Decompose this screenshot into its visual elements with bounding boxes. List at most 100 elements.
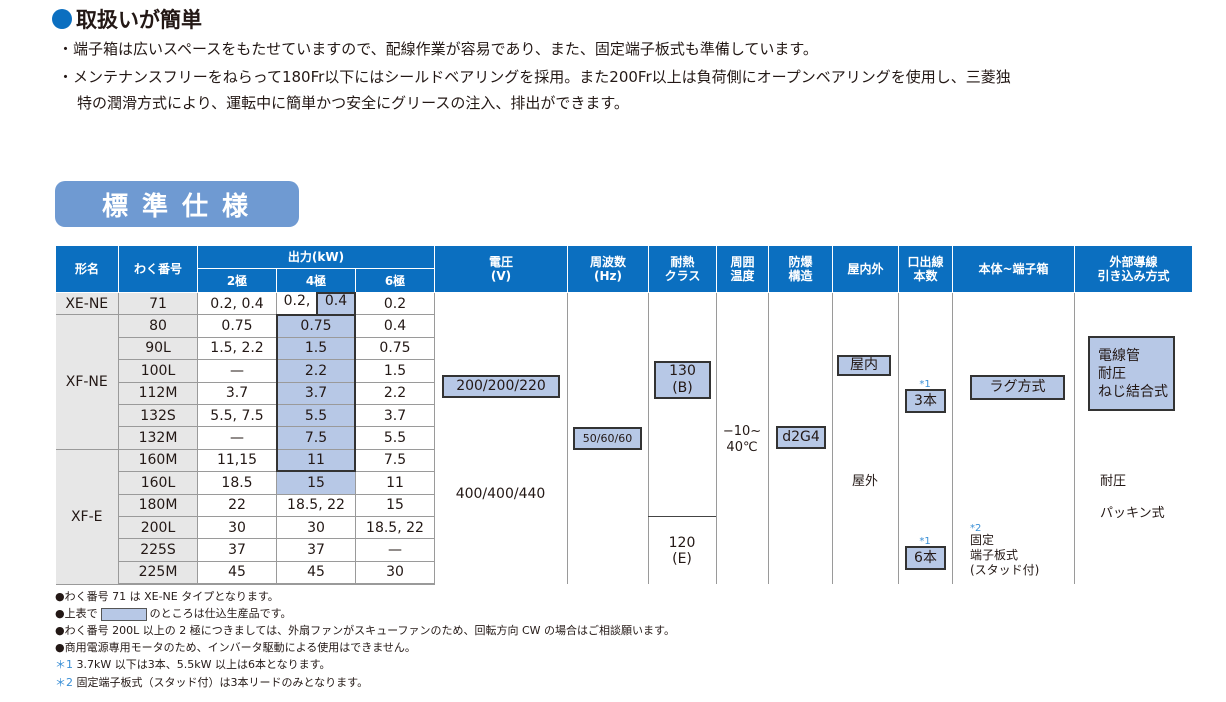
pole6-cell: 30 — [355, 561, 435, 586]
note-1: ●わく番号 71 は XE-NE タイプとなります。 — [55, 590, 279, 603]
table-row: 132S 5.5, 7.5 5.5 3.7 — [56, 404, 1193, 428]
header-heat-class: 耐熱 クラス — [648, 245, 717, 293]
table-row: 100L —2.2 1.5 — [56, 359, 1193, 383]
pole4-b: 0.4 — [317, 293, 355, 315]
pole2-cell: 30 — [197, 516, 277, 540]
note-2-post: のところは仕込生産品です。 — [149, 607, 292, 620]
heat-class-divider — [648, 516, 716, 517]
header-frequency: 周波数 (Hz) — [567, 245, 649, 293]
header-terminal-box: 本体~端子箱 — [952, 245, 1075, 293]
heat-col-upper — [648, 292, 717, 517]
table-row: 225S 37 37— — [56, 538, 1193, 562]
frame-cell: 80 — [118, 314, 198, 338]
heading-text: 取扱いが簡単 — [76, 8, 202, 32]
pole4-cell: 15 — [276, 471, 356, 495]
model-cell: XF-E — [55, 449, 119, 585]
frame-cell: 180M — [118, 494, 198, 517]
lead-6-box: 6本 — [905, 546, 946, 570]
pole2-cell: 0.2, 0.4 — [197, 292, 277, 316]
section-heading: 取扱いが簡単 — [52, 4, 202, 34]
note-2-pre: ●上表で — [55, 607, 98, 620]
ambient-temp: −10~ 40℃ — [722, 424, 762, 455]
model-cell: XE-NE — [55, 292, 119, 316]
table-row: 225M 45 45 30 — [56, 561, 1193, 586]
pole2-cell: — — [197, 426, 277, 450]
pole4-cell: 2.2 — [276, 359, 356, 383]
pole6-cell: 18.5, 22 — [355, 516, 435, 540]
lead-col — [898, 292, 953, 585]
frequency-box: 50/60/60 — [573, 427, 642, 450]
table-row: 160L 18.5 15 11 — [56, 471, 1193, 495]
pole4-cell: 7.5 — [276, 426, 356, 450]
note-2: ●上表で のところは仕込生産品です。 — [55, 607, 292, 621]
stock-highlight-frame — [276, 314, 356, 472]
bullet-2: ・メンテナンスフリーをねらって180Fr以下にはシールドベアリングを採用。また2… — [58, 68, 1011, 86]
pole6-cell: 0.75 — [355, 337, 435, 361]
note-4: ●商用電源専用モータのため、インバータ駆動による使用はできません。 — [55, 641, 416, 654]
pole4-cell: 5.5 — [276, 404, 356, 428]
pole2-cell: 5.5, 7.5 — [197, 404, 277, 428]
pole4-a: 0.2, — [283, 293, 311, 309]
indoor-col — [832, 292, 899, 585]
pole6-cell: 7.5 — [355, 449, 435, 473]
table-row: 112M 3.7 3.7 2.2 — [56, 382, 1193, 405]
outdoor: 屋外 — [851, 474, 878, 489]
pole6-cell: 2.2 — [355, 382, 435, 405]
header-2pole: 2極 — [197, 268, 277, 293]
indoor-box: 屋内 — [837, 355, 891, 376]
pole6-cell: 0.4 — [355, 314, 435, 338]
stock-highlight-frame-71 — [316, 292, 356, 316]
footnote-2-mark: ＊2 — [55, 676, 73, 689]
frame-cell: 160M — [118, 449, 198, 473]
header-indoor-outdoor: 屋内外 — [832, 245, 899, 293]
heat-class-e: 120 (E) — [668, 535, 696, 567]
pole6-cell: 0.2 — [355, 292, 435, 316]
bullet-1: ・端子箱は広いスペースをもたせていますので、配線作業が容易であり、また、固定端子… — [58, 40, 818, 58]
pole4-cell: 37 — [276, 538, 356, 562]
footnote-2-text: 固定端子板式（スタッド付）は3本リードのみとなります。 — [76, 676, 369, 689]
packing-type: 耐圧 パッキン式 — [1100, 474, 1165, 521]
table-row: 132M —7.5 5.5 — [56, 426, 1193, 450]
spec-table: 形名 わく番号 出力(kW) 電圧 (V) 周波数 (Hz) 耐熱 クラス 周囲… — [55, 245, 1193, 586]
ambient-col — [716, 292, 769, 585]
pole2-cell: 18.5 — [197, 471, 277, 495]
explosion-box: d2G4 — [776, 426, 826, 449]
voltage-col — [434, 292, 568, 585]
table-row: 90L 1.5, 2.2 1.5 0.75 — [56, 337, 1193, 361]
fixed-terminal: 固定 端子板式 (スタッド付) — [970, 533, 1040, 577]
pole4-cell: 0.75 — [276, 314, 356, 338]
frame-cell: 225M — [118, 561, 198, 586]
pole4-cell: 30 — [276, 516, 356, 540]
table-row: 200L 30 30 18.5, 22 — [56, 516, 1193, 585]
conduit-box: 電線管 耐圧 ねじ結合式 — [1088, 336, 1175, 411]
lead-mark-2: *1 — [919, 536, 931, 547]
voltage-200-box: 200/200/220 — [442, 375, 560, 398]
spec-title-badge: 標準仕様 — [55, 181, 299, 227]
frame-cell: 132S — [118, 404, 198, 428]
table-row: XE-NE 71 0.2, 0.4 0.2, 0.4 0.2 — [55, 292, 1193, 585]
table-row: XF-NE 80 0.75 0.75 0.4 — [55, 314, 1193, 450]
frame-cell: 90L — [118, 337, 198, 361]
pole2-cell: 22 — [197, 494, 277, 517]
table-row: XF-E 160M 11,15 11 7.5 — [55, 449, 1193, 585]
pole4-cell: 18.5, 22 — [276, 494, 356, 517]
pole2-cell: 11,15 — [197, 449, 277, 473]
header-frame: わく番号 — [118, 245, 198, 293]
terminal-col — [952, 292, 1075, 585]
header-lead-count: 口出線 本数 — [898, 245, 953, 293]
pole4-cell: 45 — [276, 561, 356, 586]
header-model: 形名 — [55, 245, 119, 293]
heat-col-lower — [648, 516, 717, 585]
frame-cell: 71 — [118, 292, 198, 316]
header-ambient: 周囲 温度 — [716, 245, 769, 293]
note-3: ●わく番号 200L 以上の 2 極につきましては、外扇ファンがスキューファンの… — [55, 624, 675, 637]
pole2-cell: 1.5, 2.2 — [197, 337, 277, 361]
header-6pole: 6極 — [355, 268, 435, 293]
header-wiring: 外部導線 引き込み方式 — [1074, 245, 1193, 293]
pole2-cell: 0.75 — [197, 314, 277, 338]
lug-box: ラグ方式 — [970, 375, 1065, 400]
frame-cell: 100L — [118, 359, 198, 383]
pole2-cell: 37 — [197, 538, 277, 562]
pole6-cell: 15 — [355, 494, 435, 517]
